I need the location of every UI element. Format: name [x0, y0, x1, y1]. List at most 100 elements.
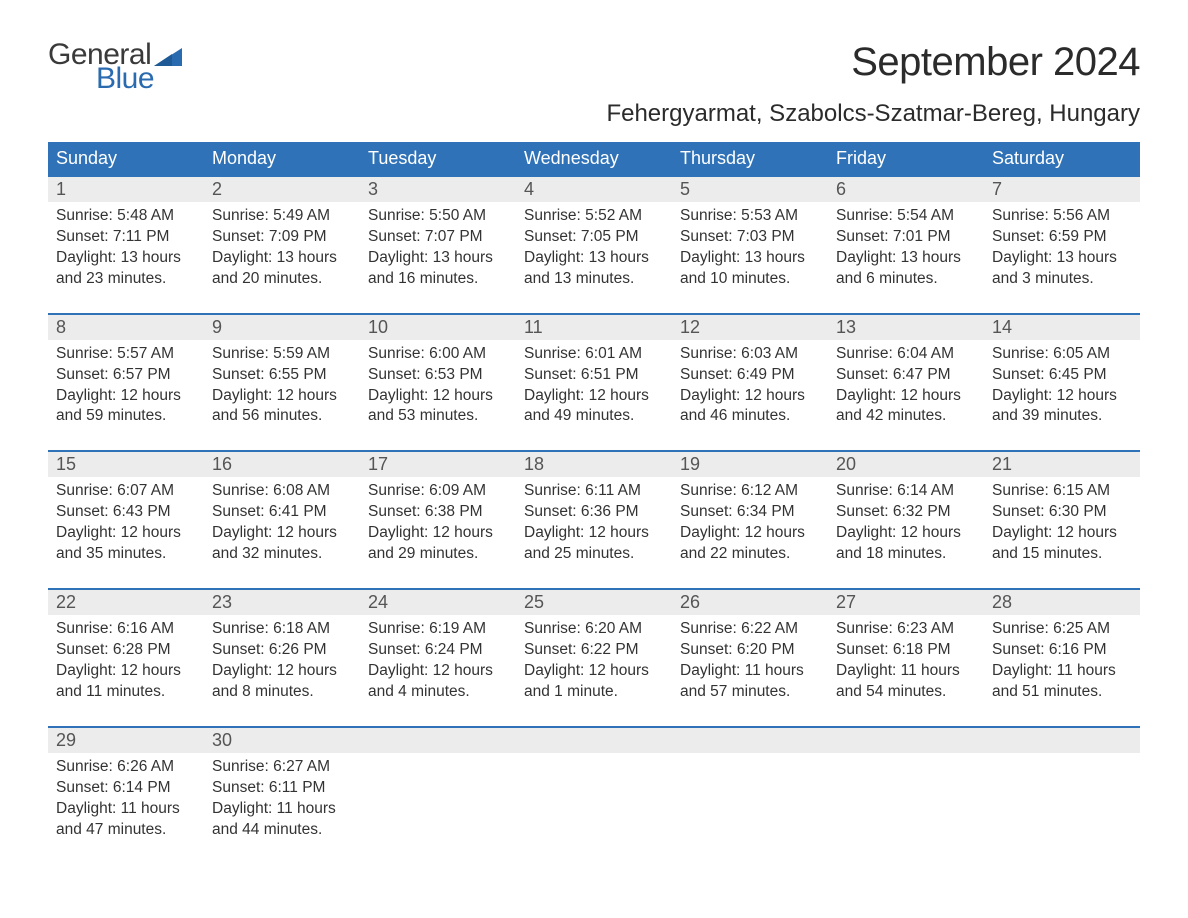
daylight-line2: and 18 minutes.: [836, 544, 976, 565]
daynum-cell: 13: [828, 314, 984, 340]
sunset-text: Sunset: 7:05 PM: [524, 227, 664, 248]
daylight-line1: Daylight: 13 hours: [212, 248, 352, 269]
week-separator: [48, 709, 1140, 727]
daynum-cell: 16: [204, 451, 360, 477]
daynum-cell: 29: [48, 727, 204, 753]
detail-cell: Sunrise: 6:26 AMSunset: 6:14 PMDaylight:…: [48, 753, 204, 847]
sunrise-text: Sunrise: 6:23 AM: [836, 619, 976, 640]
daylight-line2: and 15 minutes.: [992, 544, 1132, 565]
sunrise-text: Sunrise: 5:57 AM: [56, 344, 196, 365]
daylight-line2: and 11 minutes.: [56, 682, 196, 703]
sunset-text: Sunset: 6:34 PM: [680, 502, 820, 523]
daylight-line1: Daylight: 12 hours: [212, 386, 352, 407]
daylight-line1: Daylight: 12 hours: [836, 523, 976, 544]
daylight-line2: and 42 minutes.: [836, 406, 976, 427]
daylight-line1: Daylight: 12 hours: [56, 523, 196, 544]
sunrise-text: Sunrise: 5:49 AM: [212, 206, 352, 227]
daylight-line2: and 1 minute.: [524, 682, 664, 703]
detail-cell: [984, 753, 1140, 847]
sunrise-text: Sunrise: 6:27 AM: [212, 757, 352, 778]
daynum-cell: 22: [48, 589, 204, 615]
daylight-line2: and 4 minutes.: [368, 682, 508, 703]
daylight-line1: Daylight: 12 hours: [680, 523, 820, 544]
daylight-line2: and 16 minutes.: [368, 269, 508, 290]
detail-cell: Sunrise: 6:04 AMSunset: 6:47 PMDaylight:…: [828, 340, 984, 434]
detail-cell: Sunrise: 5:52 AMSunset: 7:05 PMDaylight:…: [516, 202, 672, 296]
sunrise-text: Sunrise: 6:25 AM: [992, 619, 1132, 640]
sunrise-text: Sunrise: 6:16 AM: [56, 619, 196, 640]
detail-cell: Sunrise: 6:18 AMSunset: 6:26 PMDaylight:…: [204, 615, 360, 709]
detail-cell: [516, 753, 672, 847]
dow-header-cell: Sunday: [48, 142, 204, 176]
detail-cell: [360, 753, 516, 847]
detail-cell: Sunrise: 6:00 AMSunset: 6:53 PMDaylight:…: [360, 340, 516, 434]
sunrise-text: Sunrise: 6:07 AM: [56, 481, 196, 502]
detail-cell: Sunrise: 6:23 AMSunset: 6:18 PMDaylight:…: [828, 615, 984, 709]
sunset-text: Sunset: 6:28 PM: [56, 640, 196, 661]
daynum-cell: 24: [360, 589, 516, 615]
daynum-cell: 17: [360, 451, 516, 477]
sunset-text: Sunset: 7:01 PM: [836, 227, 976, 248]
daylight-line2: and 53 minutes.: [368, 406, 508, 427]
logo: General Blue: [48, 40, 182, 94]
daynum-cell: 26: [672, 589, 828, 615]
daylight-line1: Daylight: 11 hours: [992, 661, 1132, 682]
daynum-cell: [516, 727, 672, 753]
detail-row: Sunrise: 5:48 AMSunset: 7:11 PMDaylight:…: [48, 202, 1140, 296]
daynum-row: 891011121314: [48, 314, 1140, 340]
daylight-line2: and 25 minutes.: [524, 544, 664, 565]
daynum-cell: 11: [516, 314, 672, 340]
location-subtitle: Fehergyarmat, Szabolcs-Szatmar-Bereg, Hu…: [48, 100, 1140, 128]
week-separator: [48, 571, 1140, 589]
sunset-text: Sunset: 6:11 PM: [212, 778, 352, 799]
dow-header-cell: Saturday: [984, 142, 1140, 176]
daynum-cell: 2: [204, 176, 360, 202]
sunrise-text: Sunrise: 6:26 AM: [56, 757, 196, 778]
logo-word-blue: Blue: [96, 64, 182, 94]
daylight-line2: and 54 minutes.: [836, 682, 976, 703]
daylight-line2: and 44 minutes.: [212, 820, 352, 841]
daynum-cell: [672, 727, 828, 753]
sunrise-text: Sunrise: 5:52 AM: [524, 206, 664, 227]
sunrise-text: Sunrise: 6:04 AM: [836, 344, 976, 365]
sunset-text: Sunset: 7:09 PM: [212, 227, 352, 248]
sunset-text: Sunset: 6:49 PM: [680, 365, 820, 386]
sunset-text: Sunset: 6:45 PM: [992, 365, 1132, 386]
page-title: September 2024: [851, 40, 1140, 85]
daylight-line1: Daylight: 12 hours: [368, 523, 508, 544]
detail-cell: Sunrise: 6:11 AMSunset: 6:36 PMDaylight:…: [516, 477, 672, 571]
sunset-text: Sunset: 6:32 PM: [836, 502, 976, 523]
detail-cell: Sunrise: 5:50 AMSunset: 7:07 PMDaylight:…: [360, 202, 516, 296]
sunrise-text: Sunrise: 6:11 AM: [524, 481, 664, 502]
sunset-text: Sunset: 6:36 PM: [524, 502, 664, 523]
dow-header-cell: Wednesday: [516, 142, 672, 176]
daynum-cell: 12: [672, 314, 828, 340]
daynum-cell: 8: [48, 314, 204, 340]
daylight-line1: Daylight: 11 hours: [212, 799, 352, 820]
sunset-text: Sunset: 6:16 PM: [992, 640, 1132, 661]
daynum-cell: 20: [828, 451, 984, 477]
daylight-line1: Daylight: 12 hours: [836, 386, 976, 407]
daylight-line1: Daylight: 12 hours: [524, 661, 664, 682]
daylight-line1: Daylight: 12 hours: [368, 386, 508, 407]
detail-cell: Sunrise: 6:25 AMSunset: 6:16 PMDaylight:…: [984, 615, 1140, 709]
sunset-text: Sunset: 6:47 PM: [836, 365, 976, 386]
sunrise-text: Sunrise: 5:59 AM: [212, 344, 352, 365]
dow-header-row: SundayMondayTuesdayWednesdayThursdayFrid…: [48, 142, 1140, 176]
daynum-cell: 5: [672, 176, 828, 202]
detail-cell: Sunrise: 6:07 AMSunset: 6:43 PMDaylight:…: [48, 477, 204, 571]
sunset-text: Sunset: 6:22 PM: [524, 640, 664, 661]
daylight-line1: Daylight: 12 hours: [992, 386, 1132, 407]
sunrise-text: Sunrise: 6:14 AM: [836, 481, 976, 502]
sunset-text: Sunset: 7:11 PM: [56, 227, 196, 248]
daynum-cell: 3: [360, 176, 516, 202]
daynum-cell: [984, 727, 1140, 753]
detail-row: Sunrise: 6:26 AMSunset: 6:14 PMDaylight:…: [48, 753, 1140, 847]
calendar-table: SundayMondayTuesdayWednesdayThursdayFrid…: [48, 142, 1140, 846]
daylight-line2: and 3 minutes.: [992, 269, 1132, 290]
detail-cell: [828, 753, 984, 847]
sunrise-text: Sunrise: 6:08 AM: [212, 481, 352, 502]
detail-cell: Sunrise: 5:49 AMSunset: 7:09 PMDaylight:…: [204, 202, 360, 296]
sunset-text: Sunset: 6:26 PM: [212, 640, 352, 661]
daylight-line1: Daylight: 13 hours: [992, 248, 1132, 269]
